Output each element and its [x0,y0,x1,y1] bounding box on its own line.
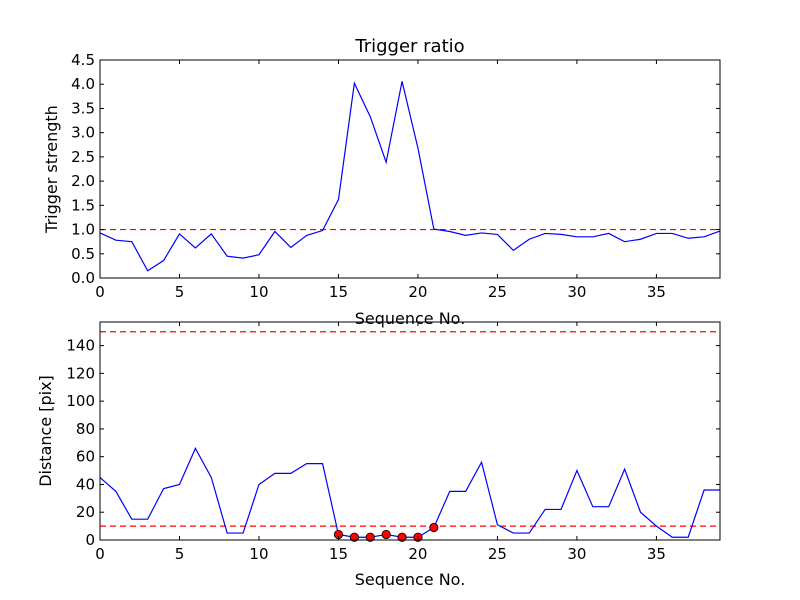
trigger-y-tick-label: 3.0 [71,124,95,142]
trigger-x-tick-label: 35 [647,283,666,301]
trigger-axes-frame [99,59,721,279]
distance-x-tick-label: 5 [175,545,185,563]
distance-series-line-0 [99,447,720,538]
distance-data-marker [381,529,391,540]
distance-x-tick-label: 0 [95,545,105,563]
distance-y-axis-label: Distance [pix] [36,375,55,487]
distance-x-tick-label: 25 [488,545,507,563]
trigger-ticks: 0 5 10 15 20 25 30 35 0.0 0.5 1.0 1.5 2.0 2.5 3.0 3.5 4.… [71,51,720,301]
trigger-y-tick-label: 0.0 [71,269,95,287]
distance-data-marker [429,522,439,533]
trigger-x-tick-label: 10 [249,283,268,301]
distance-x-tick-label: 35 [647,545,666,563]
trigger-x-axis-label: Sequence No. [355,309,466,328]
trigger-y-tick-label: 4.0 [71,75,95,93]
trigger-x-tick-label: 30 [567,283,586,301]
trigger-y-tick-label: 2.0 [71,172,95,190]
trigger-series-line-0 [99,81,721,272]
distance-y-tick-label: 60 [76,448,95,466]
distance-y-tick-label: 0 [85,531,95,549]
distance-y-tick-label: 80 [76,420,95,438]
trigger-y-tick-label: 1.0 [71,221,95,239]
trigger-y-tick-label: 4.5 [71,51,95,69]
distance-panel: 0 5 10 15 20 25 30 35 0 20 40 60 80 100 120 140 Sequenc… [36,321,721,589]
distance-y-tick-label: 20 [76,503,95,521]
chart-title: Trigger ratio [354,36,464,57]
distance-y-tick-label: 140 [66,337,95,355]
trigger-x-tick-label: 0 [95,283,105,301]
trigger-x-tick-label: 15 [329,283,348,301]
distance-ticks: 0 5 10 15 20 25 30 35 0 20 40 60 80 100 120 140 [66,322,720,563]
trigger-y-tick-label: 3.5 [71,99,95,117]
distance-y-tick-label: 120 [66,364,95,382]
trigger-x-tick-label: 5 [175,283,185,301]
distance-data-marker [349,532,359,542]
distance-data-marker [397,532,407,542]
trigger-y-axis-label: Trigger strength [42,105,61,234]
distance-data-marker [365,532,375,542]
distance-x-axis-label: Sequence No. [355,570,466,589]
trigger-ratio-panel: Trigger ratio 0 5 10 15 20 25 30 35 0.0 0.5 1.0 1.5… [42,36,721,328]
trigger-plot-area [99,81,721,272]
distance-x-tick-label: 10 [249,545,268,563]
distance-y-tick-label: 40 [76,475,95,493]
distance-x-tick-label: 30 [567,545,586,563]
trigger-y-tick-label: 1.5 [71,196,95,214]
distance-axes-frame [99,321,721,541]
trigger-x-tick-label: 20 [408,283,427,301]
trigger-y-tick-label: 0.5 [71,245,95,263]
distance-plot-area [99,331,720,542]
distance-x-tick-label: 15 [329,545,348,563]
distance-x-tick-label: 20 [408,545,427,563]
trigger-x-tick-label: 25 [488,283,507,301]
trigger-y-tick-label: 2.5 [71,148,95,166]
distance-y-tick-label: 100 [66,392,95,410]
